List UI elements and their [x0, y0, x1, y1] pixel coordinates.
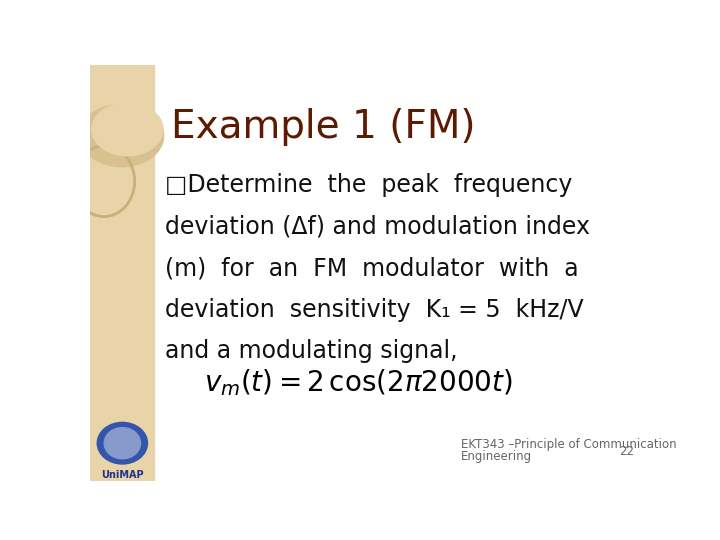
- Ellipse shape: [97, 422, 148, 464]
- Text: and a modulating signal,: and a modulating signal,: [166, 339, 458, 363]
- Text: Example 1 (FM): Example 1 (FM): [171, 109, 475, 146]
- Ellipse shape: [104, 428, 140, 459]
- Circle shape: [80, 104, 163, 167]
- Text: deviation  sensitivity  K₁ = 5  kHz/V: deviation sensitivity K₁ = 5 kHz/V: [166, 298, 584, 322]
- Text: deviation (Δf) and modulation index: deviation (Δf) and modulation index: [166, 214, 590, 239]
- Text: EKT343 –Principle of Communication: EKT343 –Principle of Communication: [461, 437, 677, 451]
- Bar: [90, 65, 154, 481]
- Text: 22: 22: [619, 445, 634, 458]
- Text: UniMAP: UniMAP: [101, 470, 144, 480]
- Text: (m)  for  an  FM  modulator  with  a: (m) for an FM modulator with a: [166, 256, 579, 280]
- Text: $v_m(t) = 2\,\mathrm{cos}(2\pi 2000t)$: $v_m(t) = 2\,\mathrm{cos}(2\pi 2000t)$: [204, 368, 512, 399]
- Text: Engineering: Engineering: [461, 450, 532, 463]
- Circle shape: [92, 103, 163, 156]
- Text: □Determine  the  peak  frequency: □Determine the peak frequency: [166, 173, 572, 197]
